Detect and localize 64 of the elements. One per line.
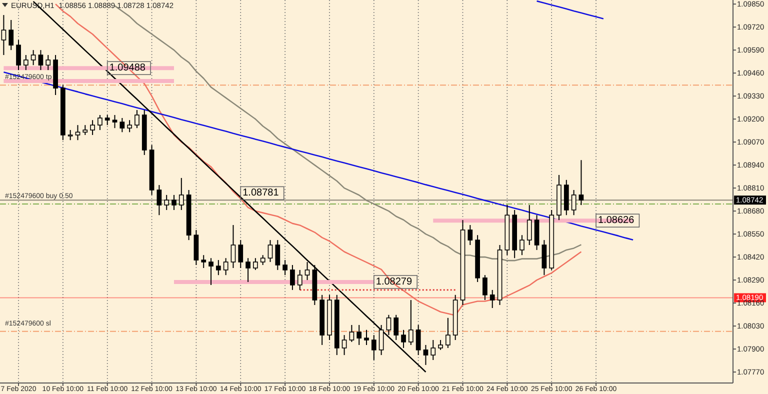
candlestick — [520, 234, 524, 256]
candlestick — [349, 324, 354, 342]
candlestick — [16, 39, 21, 71]
candlestick — [342, 334, 347, 356]
candlestick — [8, 19, 14, 51]
candlestick — [542, 240, 547, 276]
candlestick — [378, 324, 384, 356]
line-series — [536, 0, 604, 20]
candlestick — [290, 264, 295, 290]
annotation: 1.08279 — [376, 276, 412, 288]
candlestick — [178, 177, 184, 210]
candlestick — [468, 224, 473, 246]
candlestick — [253, 258, 258, 270]
candlestick — [260, 254, 266, 266]
candlestick — [164, 194, 170, 210]
candlestick — [490, 289, 495, 308]
annotation: 1.09488 — [109, 62, 146, 74]
candlestick — [90, 120, 95, 136]
candlestick — [46, 54, 51, 71]
candlestick — [446, 317, 450, 348]
candlestick — [416, 324, 421, 356]
candlestick — [526, 204, 532, 246]
candlestick — [156, 184, 162, 216]
candlestick — [230, 224, 236, 269]
candlestick — [112, 114, 118, 129]
candlestick — [134, 110, 140, 129]
candlestick — [38, 50, 44, 71]
candlestick — [275, 240, 280, 270]
candlestick — [82, 124, 88, 136]
candlestick — [571, 189, 576, 216]
candlestick — [408, 300, 414, 346]
candlestick — [23, 54, 28, 71]
candlestick — [172, 194, 176, 210]
candlestick — [68, 130, 73, 141]
annotation: 1.08781 — [242, 188, 280, 199]
candlestick — [208, 258, 214, 286]
candlestick — [304, 261, 310, 281]
candlestick — [356, 324, 362, 346]
candlestick — [98, 114, 102, 131]
candlestick — [127, 120, 132, 133]
candlestick — [30, 50, 36, 66]
candlestick — [430, 340, 436, 360]
candlestick — [394, 314, 399, 341]
candlestick — [578, 160, 584, 206]
candlestick — [482, 274, 488, 301]
candlestick — [120, 117, 125, 133]
annotation: 1.08626 — [598, 215, 635, 226]
candlestick — [364, 329, 369, 346]
candlestick — [371, 334, 376, 360]
candlestick — [216, 260, 221, 276]
candlestick — [297, 269, 302, 290]
candlestick — [386, 314, 392, 336]
candlestick — [104, 114, 110, 126]
candlestick — [268, 240, 273, 262]
candlestick — [201, 254, 206, 269]
candlestick — [401, 329, 406, 348]
candlestick — [238, 240, 244, 269]
candlestick — [223, 258, 228, 276]
line-series — [3, 72, 634, 241]
candlestick — [75, 124, 80, 141]
candlestick — [423, 344, 428, 366]
candlestick — [282, 260, 288, 276]
candlestick — [438, 340, 443, 350]
candlestick — [246, 258, 250, 282]
